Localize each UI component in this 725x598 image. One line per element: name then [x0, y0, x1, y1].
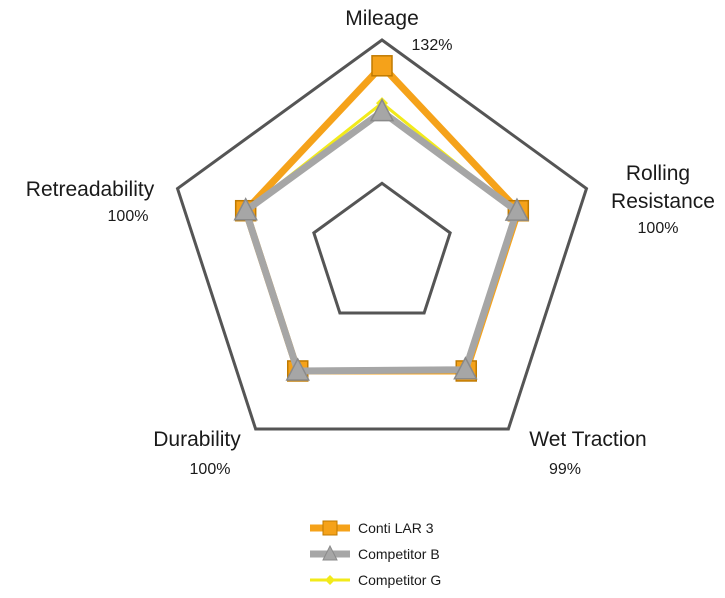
radar-series	[233, 55, 530, 382]
axis-label-mileage: Mileage	[345, 7, 419, 30]
point-competitor-b-4	[285, 357, 310, 381]
axis-label-wet-traction: Wet Traction	[529, 428, 647, 451]
radar-axis-labels: Mileage 132% Rolling Resistance 100% Wet…	[26, 7, 715, 478]
legend-item-competitor-b: Competitor B	[310, 544, 440, 562]
axis-label-rolling-resistance-line1: Rolling	[626, 162, 690, 185]
legend-marker-competitor-b	[322, 544, 338, 561]
grid-ring-2	[175, 38, 589, 431]
legend-label-competitor-b: Competitor B	[358, 546, 440, 562]
axis-value-durability: 100%	[190, 461, 231, 478]
axis-label-rolling-resistance-line2: Resistance	[611, 190, 715, 213]
axis-label-retreadability: Retreadability	[26, 178, 155, 201]
point-competitor-b-3	[453, 356, 478, 380]
point-competitor-b-2	[504, 197, 530, 221]
legend-marker-conti-lar-3	[322, 520, 338, 536]
axis-value-mileage: 132%	[412, 37, 453, 54]
chart-legend: Conti LAR 3 Competitor B Competitor G	[310, 520, 441, 588]
axis-value-retreadability: 100%	[108, 208, 149, 225]
series-line-competitor-b	[242, 108, 521, 375]
axis-value-wet-traction: 99%	[549, 461, 581, 478]
radar-grid	[175, 38, 589, 431]
legend-label-conti-lar-3: Conti LAR 3	[358, 520, 434, 536]
legend-label-competitor-g: Competitor G	[358, 572, 441, 588]
axis-value-rolling-resistance: 100%	[638, 220, 679, 237]
legend-item-competitor-g: Competitor G	[310, 572, 441, 588]
legend-marker-competitor-g	[325, 575, 335, 585]
point-conti-lar-3-1	[371, 55, 393, 77]
point-competitor-b-1	[369, 98, 395, 122]
axis-label-durability: Durability	[153, 428, 241, 451]
point-competitor-b-5	[233, 197, 258, 221]
grid-ring-1	[312, 181, 452, 315]
legend-item-conti-lar-3: Conti LAR 3	[310, 520, 434, 536]
